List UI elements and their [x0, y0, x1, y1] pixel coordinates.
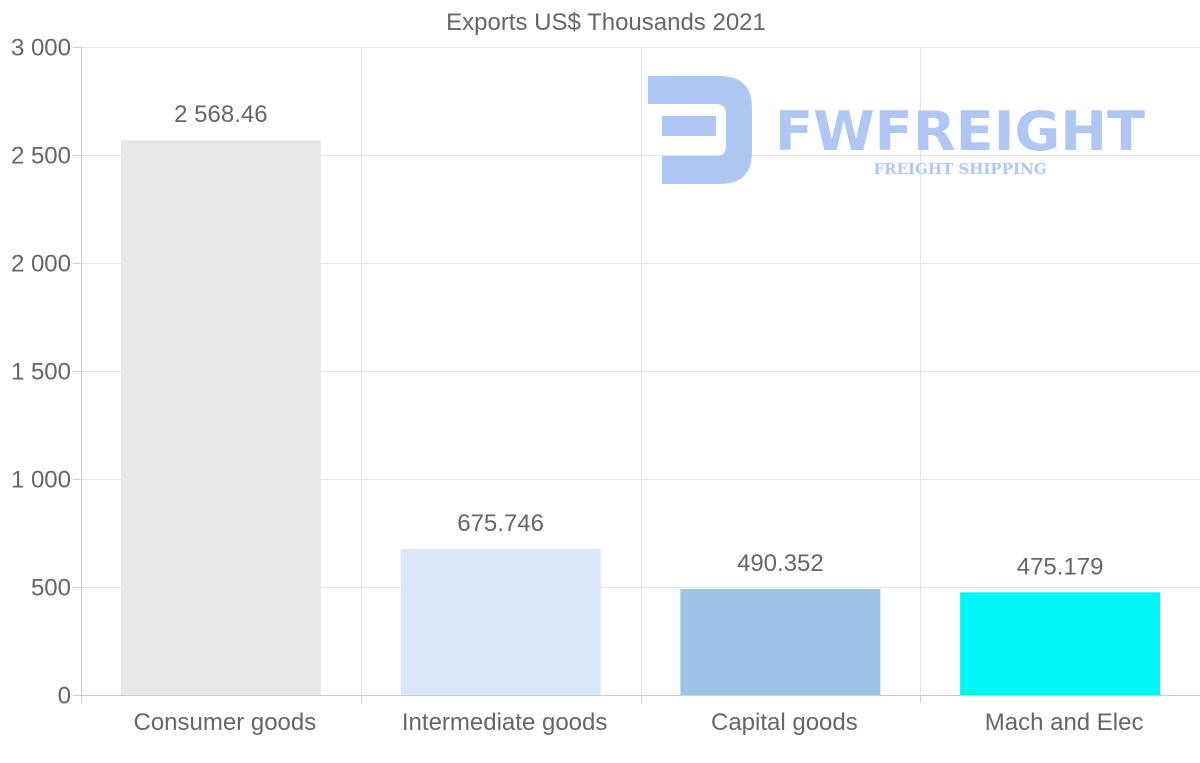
- x-axis-tick-labels: Consumer goods Intermediate goods Capital …: [133, 709, 1143, 736]
- y-tick-label: 500: [31, 575, 71, 602]
- y-tick-label: 3 000: [11, 35, 71, 62]
- y-tick-label: 1 500: [11, 359, 71, 386]
- bar-consumer-goods[interactable]: [120, 140, 321, 695]
- y-tick-label: 2 500: [11, 143, 71, 170]
- fw-logo-icon: [648, 76, 752, 184]
- watermark-brand: FWFREIGHT: [775, 100, 1145, 163]
- bar-mach-and-elec[interactable]: [960, 592, 1161, 695]
- bar-intermediate-goods[interactable]: [400, 549, 601, 695]
- x-tick-label: Capital goods: [711, 709, 858, 736]
- data-label: 490.352: [737, 550, 824, 577]
- chart-title: Exports US$ Thousands 2021: [446, 9, 766, 36]
- data-label: 475.179: [1017, 553, 1104, 580]
- x-tick-label: Mach and Elec: [985, 709, 1144, 736]
- y-tick-label: 1 000: [11, 467, 71, 494]
- data-label: 675.746: [457, 510, 544, 537]
- watermark-tagline: FREIGHT SHIPPING: [873, 160, 1046, 178]
- data-label: 2 568.46: [174, 101, 267, 128]
- fwfreight-watermark: FWFREIGHT FREIGHT SHIPPING: [648, 76, 1145, 184]
- bars: [120, 140, 1161, 695]
- bar-capital-goods[interactable]: [680, 589, 881, 695]
- y-tick-label: 2 000: [11, 251, 71, 278]
- y-axis-tick-labels: 0 500 1 000 1 500 2 000 2 500 3 000: [11, 35, 71, 710]
- y-tick-label: 0: [58, 683, 71, 710]
- x-tick-label: Intermediate goods: [402, 709, 607, 736]
- data-labels: 2 568.46 675.746 490.352 475.179: [174, 101, 1103, 580]
- x-tick-label: Consumer goods: [133, 709, 316, 736]
